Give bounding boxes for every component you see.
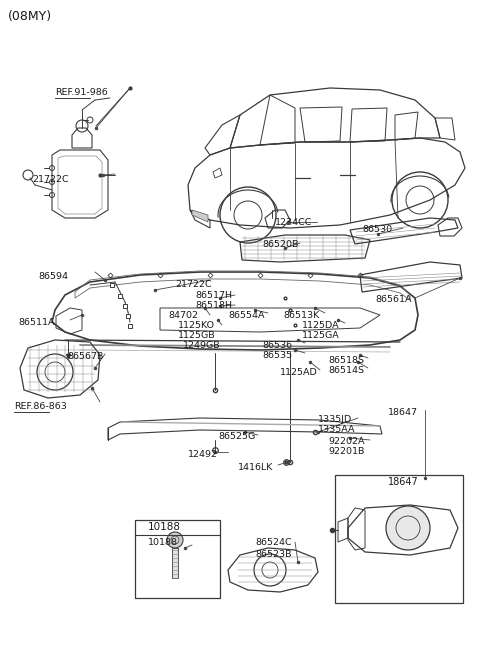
Text: 1125GB: 1125GB: [178, 331, 216, 340]
Text: 86524C: 86524C: [255, 538, 292, 547]
Circle shape: [167, 532, 183, 548]
Text: 86518S: 86518S: [328, 356, 364, 365]
Text: 92202A: 92202A: [328, 437, 364, 446]
Text: 10188: 10188: [148, 522, 181, 532]
Circle shape: [386, 506, 430, 550]
Text: 86520B: 86520B: [262, 240, 299, 249]
Text: 86518H: 86518H: [195, 301, 232, 310]
Text: 86513K: 86513K: [283, 311, 319, 320]
Text: 1125AD: 1125AD: [280, 368, 318, 377]
Text: 86594: 86594: [38, 272, 68, 281]
Text: 86530: 86530: [362, 225, 392, 234]
Text: 1125KO: 1125KO: [178, 321, 215, 330]
Text: 1125GA: 1125GA: [302, 331, 340, 340]
Polygon shape: [192, 210, 208, 222]
Bar: [135, 520, 220, 598]
Bar: [172, 548, 178, 578]
Text: 86536: 86536: [262, 341, 292, 350]
Text: 1234CC: 1234CC: [275, 218, 312, 227]
Text: 86525G: 86525G: [218, 432, 255, 441]
Text: 86511A: 86511A: [18, 318, 55, 327]
Text: 1335JD: 1335JD: [318, 415, 352, 424]
Text: 18647: 18647: [388, 477, 419, 487]
Text: 1125DA: 1125DA: [302, 321, 340, 330]
Text: 1335AA: 1335AA: [318, 425, 356, 434]
Text: REF.86-863: REF.86-863: [14, 402, 67, 411]
Text: 92201B: 92201B: [328, 447, 364, 456]
Text: 86561A: 86561A: [375, 295, 411, 304]
Text: REF.91-986: REF.91-986: [55, 88, 108, 97]
Text: 1249GB: 1249GB: [183, 341, 221, 350]
Text: 86567B: 86567B: [67, 352, 103, 361]
Text: 1416LK: 1416LK: [238, 463, 274, 472]
Text: (08MY): (08MY): [8, 10, 52, 23]
Text: 10188: 10188: [148, 538, 178, 547]
Text: 86514S: 86514S: [328, 366, 364, 375]
Text: 84702: 84702: [168, 311, 198, 320]
Text: 12492: 12492: [188, 450, 218, 459]
Text: 86523B: 86523B: [255, 550, 291, 559]
Bar: [335, 475, 463, 603]
Text: 86554A: 86554A: [228, 311, 264, 320]
Text: 86517H: 86517H: [195, 291, 232, 300]
Text: 21722C: 21722C: [32, 175, 69, 184]
Text: 21722C: 21722C: [175, 280, 212, 289]
Text: 18647: 18647: [388, 408, 418, 417]
Text: 86535: 86535: [262, 351, 292, 360]
